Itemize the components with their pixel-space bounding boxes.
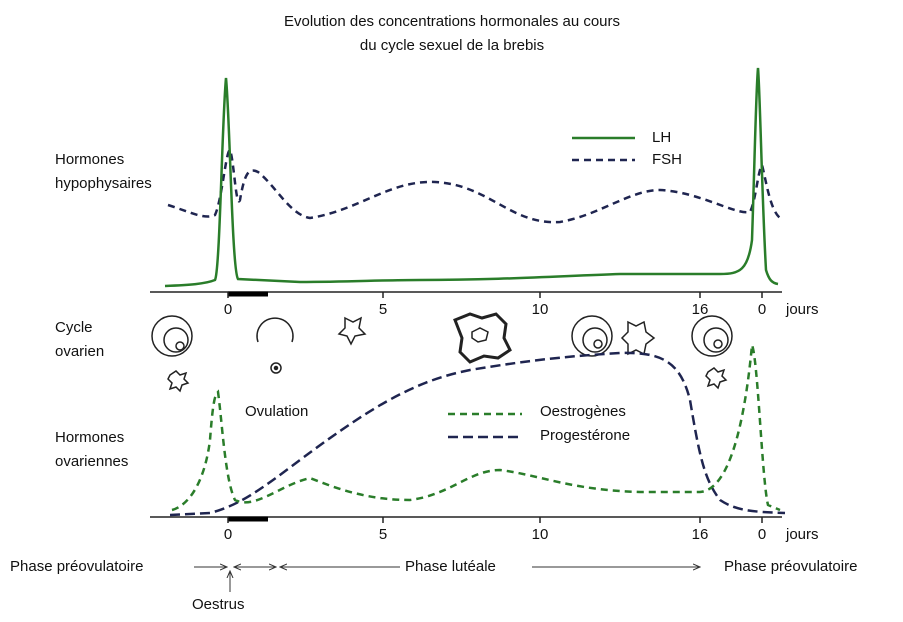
lh-curve	[164, 67, 779, 288]
panel-label: Hormones	[55, 429, 124, 446]
tick-label: 5	[379, 526, 387, 543]
tick-label: 0	[758, 301, 766, 318]
oestrogen-curve	[171, 344, 781, 512]
tick-label: 0	[224, 301, 232, 318]
panel-label: Cycle	[55, 319, 93, 336]
fsh-curve	[167, 148, 781, 224]
axis: 0 5 10 16 0 jours	[150, 516, 819, 543]
panel-label: ovarien	[55, 343, 104, 360]
tick-label: 16	[692, 301, 709, 318]
panel-label: Hormones	[55, 151, 124, 168]
tick-label: 10	[532, 526, 549, 543]
phase-arrows	[194, 567, 700, 592]
title: Evolution des concentrations hormonales …	[284, 13, 620, 30]
legend-label: Progestérone	[540, 427, 630, 444]
title: du cycle sexuel de la brebis	[360, 37, 544, 54]
panel-label: ovariennes	[55, 453, 128, 470]
axis-unit: jours	[785, 301, 819, 318]
ovary-icons	[151, 312, 733, 393]
tick-label: 10	[532, 301, 549, 318]
tick-label: 16	[692, 526, 709, 543]
tick-label: 0	[758, 526, 766, 543]
panel-label: hypophysaires	[55, 175, 152, 192]
axis-unit: jours	[785, 526, 819, 543]
legend-label: LH	[652, 129, 671, 146]
progesterone-curve	[169, 351, 786, 517]
legend-label: Oestrogènes	[540, 403, 626, 420]
phase-label: Phase préovulatoire	[10, 558, 143, 575]
axis: 0 5 10 16 0 jours	[150, 291, 819, 318]
annotation: Ovulation	[245, 403, 308, 420]
tick-label: 0	[224, 526, 232, 543]
legend-label: FSH	[652, 151, 682, 168]
tick-label: 5	[379, 301, 387, 318]
phase-label: Oestrus	[192, 596, 245, 613]
phase-label: Phase lutéale	[405, 558, 496, 575]
phase-label: Phase préovulatoire	[724, 558, 857, 575]
